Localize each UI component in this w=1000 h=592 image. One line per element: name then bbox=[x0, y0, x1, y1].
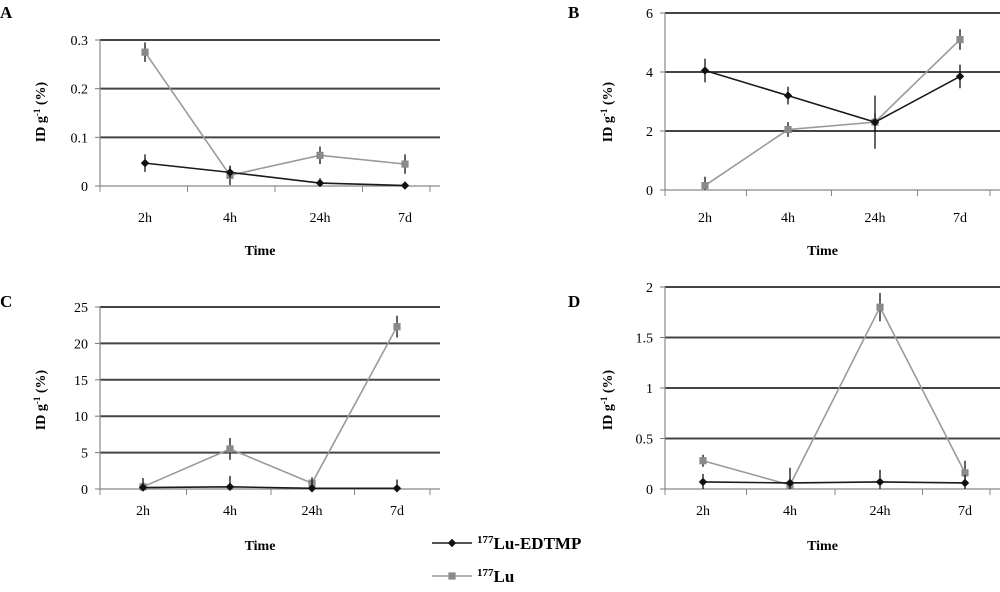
chart-panel-c: C 0 5 10 15 20 25 2h 4h 24h 7d Time ID g-1 (%) bbox=[0, 292, 440, 554]
data-point bbox=[141, 48, 149, 56]
data-point bbox=[393, 323, 401, 331]
x-tick-label: 4h bbox=[223, 211, 237, 226]
data-point bbox=[961, 469, 969, 477]
data-point bbox=[699, 457, 707, 465]
series-line bbox=[144, 51, 406, 177]
y-tick-label: 6 bbox=[646, 7, 653, 22]
y-tick-label: 0.1 bbox=[71, 131, 89, 146]
series-line bbox=[144, 162, 406, 187]
data-point bbox=[955, 72, 965, 81]
data-point bbox=[783, 91, 793, 100]
chart-panel-b: B 0 2 4 6 2h 4h 24h 7d Time ID g-1 (%) bbox=[568, 3, 1000, 259]
x-tick-label: 24h bbox=[865, 211, 886, 226]
series-line bbox=[702, 305, 966, 486]
x-tick-label: 7d bbox=[958, 504, 972, 519]
series-lu bbox=[141, 42, 409, 186]
y-tick-label: 5 bbox=[81, 447, 88, 462]
x-tick-label: 7d bbox=[953, 211, 967, 226]
data-point bbox=[401, 160, 409, 168]
y-tick-label: 20 bbox=[74, 337, 88, 352]
data-point bbox=[140, 158, 150, 168]
y-axis-title: ID g-1 (%) bbox=[599, 369, 616, 430]
series-lu-edtmp bbox=[140, 154, 410, 190]
y-tick-label: 0.3 bbox=[71, 34, 89, 49]
series-lu-edtmp bbox=[138, 475, 402, 493]
data-point bbox=[875, 477, 885, 487]
x-tick-label: 2h bbox=[696, 504, 710, 519]
y-axis-title: ID g-1 (%) bbox=[32, 369, 49, 430]
y-tick-label: 1 bbox=[646, 382, 653, 397]
data-point bbox=[316, 151, 324, 159]
series-lu-edtmp bbox=[698, 467, 970, 489]
x-tick-label: 2h bbox=[136, 504, 150, 519]
y-axis-title: ID g-1 (%) bbox=[599, 81, 616, 142]
data-point bbox=[960, 478, 970, 488]
y-tick-label: 0.2 bbox=[71, 83, 89, 98]
data-point bbox=[870, 117, 880, 127]
data-point bbox=[701, 181, 709, 190]
chart-panel-d: D 0 0.5 1 1.5 2 2h 4h 24h 7d Time ID g-1 (%) bbox=[568, 281, 1000, 554]
y-tick-label: 4 bbox=[646, 66, 653, 81]
data-point bbox=[956, 35, 964, 44]
x-tick-label: 4h bbox=[781, 211, 795, 226]
x-tick-label: 4h bbox=[783, 504, 797, 519]
data-point bbox=[315, 178, 325, 188]
data-point bbox=[225, 482, 235, 492]
panel-label: B bbox=[568, 3, 579, 22]
x-tick-label: 24h bbox=[870, 504, 891, 519]
y-tick-label: 2 bbox=[646, 281, 653, 296]
y-tick-label: 0 bbox=[646, 184, 653, 199]
y-tick-label: 0 bbox=[81, 180, 88, 195]
x-tick-label: 4h bbox=[223, 504, 237, 519]
series-line bbox=[142, 326, 398, 488]
y-tick-label: 0 bbox=[646, 483, 653, 498]
x-axis-title: Time bbox=[807, 244, 838, 259]
legend: 177Lu-EDTMP 177Lu bbox=[432, 534, 581, 586]
data-point bbox=[225, 168, 235, 177]
x-axis-title: Time bbox=[245, 244, 276, 259]
panel-label: C bbox=[0, 292, 12, 311]
y-tick-label: 2 bbox=[646, 125, 653, 140]
legend-label: 177Lu bbox=[477, 567, 514, 586]
y-tick-label: 10 bbox=[74, 410, 88, 425]
series-lu bbox=[139, 315, 401, 491]
y-tick-label: 1.5 bbox=[636, 332, 654, 347]
y-tick-label: 15 bbox=[74, 374, 88, 389]
data-point bbox=[226, 445, 234, 453]
y-tick-label: 0 bbox=[81, 483, 88, 498]
data-point bbox=[785, 478, 795, 488]
x-axis-title: Time bbox=[245, 539, 276, 554]
y-tick-label: 25 bbox=[74, 301, 88, 316]
panel-label: A bbox=[0, 3, 13, 22]
x-axis-title: Time bbox=[807, 539, 838, 554]
x-tick-label: 24h bbox=[310, 211, 331, 226]
legend-marker bbox=[447, 538, 457, 548]
x-tick-label: 7d bbox=[390, 504, 404, 519]
data-point bbox=[700, 66, 710, 75]
series-lu-edtmp bbox=[700, 58, 965, 149]
data-point bbox=[400, 181, 410, 190]
y-tick-label: 0.5 bbox=[636, 433, 654, 448]
x-tick-label: 2h bbox=[138, 211, 152, 226]
series-line bbox=[704, 38, 961, 187]
x-tick-label: 24h bbox=[302, 504, 323, 519]
series-line bbox=[702, 481, 966, 484]
y-axis-title: ID g-1 (%) bbox=[32, 81, 49, 142]
x-tick-label: 7d bbox=[398, 211, 412, 226]
series-lu bbox=[699, 293, 969, 489]
data-point bbox=[784, 125, 792, 134]
legend-label: 177Lu-EDTMP bbox=[477, 534, 581, 553]
data-point bbox=[392, 484, 402, 493]
series-line bbox=[142, 486, 397, 490]
data-point bbox=[307, 484, 317, 493]
x-tick-label: 2h bbox=[698, 211, 712, 226]
series-line bbox=[704, 69, 961, 124]
legend-marker bbox=[448, 572, 456, 580]
data-point bbox=[138, 483, 148, 492]
data-point bbox=[698, 477, 708, 487]
chart-panel-a: A 0 0.1 0.2 0.3 2h 4h 24h 7d Time ID g-1 (%) bbox=[0, 3, 440, 259]
panel-label: D bbox=[568, 292, 580, 311]
data-point bbox=[876, 303, 884, 311]
